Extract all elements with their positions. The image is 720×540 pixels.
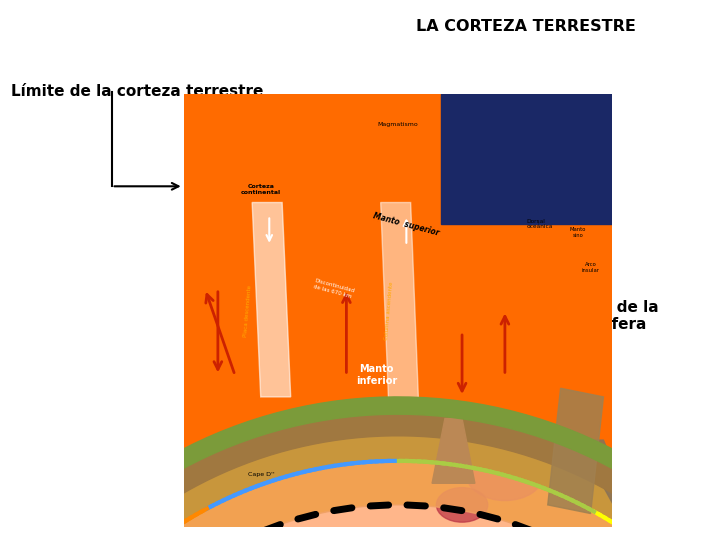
Ellipse shape (120, 418, 676, 540)
Polygon shape (432, 418, 475, 483)
Text: Manto
inferior: Manto inferior (356, 364, 397, 386)
Polygon shape (0, 436, 720, 540)
Polygon shape (548, 388, 603, 514)
Polygon shape (34, 505, 720, 540)
Polygon shape (0, 462, 720, 540)
Ellipse shape (436, 488, 487, 522)
Text: Manto  superior: Manto superior (372, 211, 441, 237)
Text: Manto
sino: Manto sino (570, 227, 586, 238)
Polygon shape (577, 440, 720, 540)
Text: Columna ascendente: Columna ascendente (384, 281, 395, 340)
Text: Dorsal
oceánica: Dorsal oceánica (526, 219, 553, 230)
Text: LA CORTEZA TERRESTRE: LA CORTEZA TERRESTRE (415, 19, 636, 34)
Polygon shape (252, 202, 291, 397)
Text: Discontinuidad
de las 670 km: Discontinuidad de las 670 km (312, 278, 355, 300)
Polygon shape (0, 414, 720, 540)
Ellipse shape (467, 449, 544, 501)
Text: Límite de la
Litosfera: Límite de la Litosfera (558, 300, 659, 332)
Polygon shape (0, 397, 720, 540)
Text: Corteza
continental: Corteza continental (240, 184, 281, 195)
Text: Límite de la corteza terrestre: Límite de la corteza terrestre (11, 84, 264, 99)
Text: Cape D'': Cape D'' (248, 472, 274, 477)
Text: Placa descendente: Placa descendente (243, 285, 253, 336)
Polygon shape (441, 94, 612, 224)
Polygon shape (381, 202, 419, 418)
Text: Arco
insular: Arco insular (582, 262, 600, 273)
Text: Magmatismo: Magmatismo (377, 122, 418, 127)
Ellipse shape (55, 440, 720, 540)
